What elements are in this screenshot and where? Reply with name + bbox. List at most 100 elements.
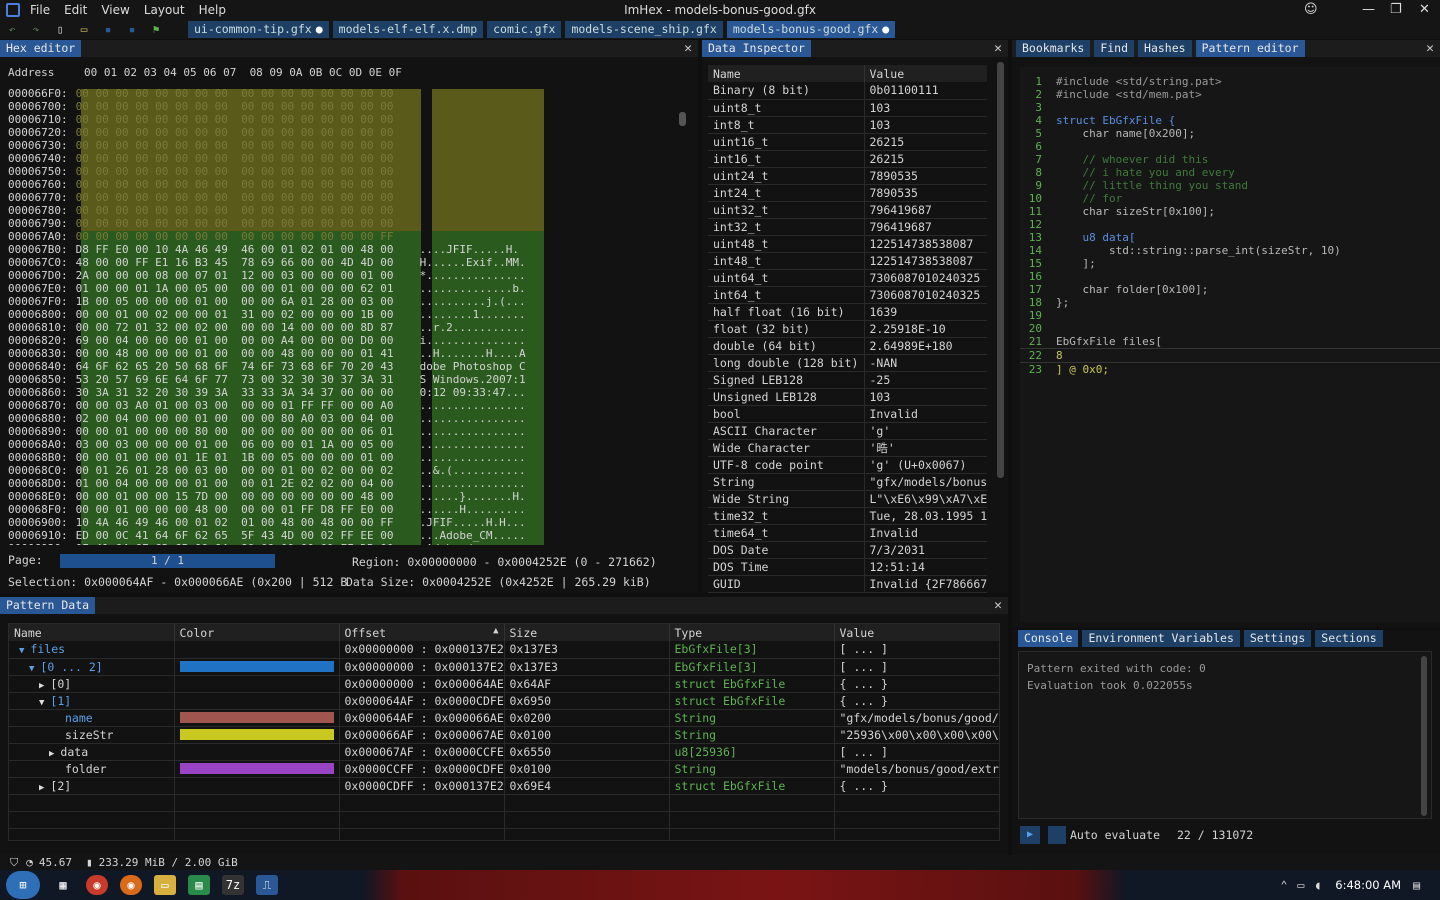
inspector-row-value[interactable]: 2.64989E+180 [864, 337, 987, 355]
bookmark-icon[interactable]: ⚑ [152, 22, 160, 36]
collapsed-arrow-icon[interactable]: ▶ [39, 680, 45, 691]
code-line[interactable]: 10 // for [1020, 192, 1440, 205]
code-line[interactable]: 21 EbGfxFile files[ [1020, 335, 1440, 348]
hex-row-ascii[interactable]: ................ [419, 451, 526, 464]
inspector-row-value[interactable]: -NAN [864, 354, 987, 372]
menu-help[interactable]: Help [198, 3, 226, 17]
code-line[interactable]: 14 std::string::parse_int(sizeStr, 10) [1020, 244, 1440, 257]
hex-row[interactable]: 00006760: 00 00 00 00 00 00 00 00 00 00 0… [8, 178, 688, 191]
inspector-row[interactable]: uint48_t 122514738538087 [708, 235, 987, 253]
close-right-panel-icon[interactable]: ✕ [1426, 41, 1434, 56]
inspector-row[interactable]: DOS Time 12:51:14 [708, 558, 987, 576]
hex-row-bytes[interactable]: D8 FF E0 00 10 4A 46 49 46 00 01 02 01 0… [75, 243, 394, 256]
hex-row[interactable]: 000068F0: 00 00 01 00 00 00 48 00 00 00 0… [8, 503, 688, 516]
hex-row[interactable]: 00006850: 53 20 57 69 6E 64 6F 77 73 00 3… [8, 373, 688, 386]
hex-row-ascii[interactable]: ................ [419, 438, 526, 451]
hex-row-bytes[interactable]: 48 00 00 FF E1 16 B3 45 78 69 66 00 00 4… [75, 256, 394, 269]
inspector-row[interactable]: time32_t Tue, 28.03.1995 1 [708, 507, 987, 525]
7zip-icon[interactable]: 7z [222, 875, 244, 895]
inspector-row[interactable]: uint32_t 796419687 [708, 201, 987, 219]
inspector-row[interactable]: Wide Character '晧' [708, 439, 987, 457]
hex-row-bytes[interactable]: 01 00 00 01 1A 00 05 00 00 00 01 00 00 0… [75, 282, 394, 295]
hex-row[interactable]: 00006790: 00 00 00 00 00 00 00 00 00 00 0… [8, 217, 688, 230]
code-line[interactable]: 7 // whoever did this [1020, 153, 1440, 166]
hex-row[interactable]: 000067B0: D8 FF E0 00 10 4A 46 49 46 00 0… [8, 243, 688, 256]
inspector-row[interactable]: Signed LEB128 -25 [708, 371, 987, 389]
hex-row-ascii[interactable]: ................ [419, 477, 526, 490]
code-line[interactable]: 4 struct EbGfxFile { [1020, 114, 1440, 127]
hex-row-bytes[interactable]: 0E 41 64 6F 62 65 00 64 80 00 00 00 01 F… [76, 542, 418, 545]
notifications-icon[interactable]: ▤ [1413, 878, 1420, 892]
tab-models-scene-ship[interactable]: models-scene_ship.gfx [565, 21, 723, 38]
hex-row-ascii[interactable]: ..&.(........... [419, 464, 526, 477]
hex-row[interactable]: 00006870: 00 00 03 A0 01 00 03 00 00 00 0… [8, 399, 688, 412]
console-scrollbar[interactable] [1421, 656, 1427, 816]
code-line[interactable]: 11 char sizeStr[0x100]; [1020, 205, 1440, 218]
hex-row-bytes[interactable]: 64 6F 62 65 20 50 68 6F 74 6F 73 68 6F 7… [75, 360, 394, 373]
code-line[interactable]: 13 u8 data[ [1020, 231, 1440, 244]
tab-settings[interactable]: Settings [1243, 630, 1312, 647]
tab-bookmarks[interactable]: Bookmarks [1016, 40, 1091, 57]
inspector-row[interactable]: int24_t 7890535 [708, 184, 987, 202]
code-line[interactable]: 15 ]; [1020, 257, 1440, 270]
hex-row-ascii[interactable]: ................ [419, 399, 526, 412]
inspector-row[interactable]: uint64_t 7306087010240325 [708, 269, 987, 287]
close-pattern-data-icon[interactable]: ✕ [994, 598, 1002, 613]
expanded-arrow-icon[interactable]: ▼ [29, 663, 35, 674]
pattern-row[interactable]: ▶ data 0x000067AF : 0x0000CCFE 0x6550 u8[259… [9, 743, 999, 761]
hex-row[interactable]: 000068D0: 01 00 04 00 00 00 01 00 00 01 2… [8, 477, 688, 490]
inspector-row[interactable]: int48_t 122514738538087 [708, 252, 987, 270]
hex-row-bytes[interactable]: 53 20 57 69 6E 64 6F 77 73 00 32 30 30 3… [75, 373, 394, 386]
hex-row[interactable]: 00006880: 02 00 04 00 00 00 01 00 00 00 8… [8, 412, 688, 425]
hex-row-bytes[interactable]: ED 00 0C 41 64 6F 62 65 5F 43 4D 00 02 F… [75, 529, 394, 542]
inspector-row[interactable]: half float (16 bit) 1639 [708, 303, 987, 321]
hex-row-bytes[interactable]: 00 00 00 00 00 00 00 00 00 00 00 00 00 0… [75, 100, 394, 113]
inspector-row-value[interactable]: 796419687 [864, 218, 987, 236]
hex-row-bytes[interactable]: 00 00 01 00 02 00 00 01 31 00 02 00 00 0… [75, 308, 394, 321]
code-line[interactable]: 17 char folder[0x100]; [1020, 283, 1440, 296]
hex-row-bytes[interactable]: 00 00 03 A0 01 00 03 00 00 00 01 FF FF 0… [75, 399, 394, 412]
hex-row-ascii[interactable]: ......H......... [419, 503, 526, 516]
hex-row-ascii[interactable]: ..........j.(... [419, 295, 526, 308]
hex-row-ascii[interactable]: *............... [419, 269, 526, 282]
hex-row-ascii[interactable]: i............... [419, 334, 526, 347]
collapsed-arrow-icon[interactable]: ▶ [49, 748, 55, 759]
inspector-row-value[interactable]: 26215 [864, 133, 987, 151]
hex-row[interactable]: 000067F0: 1B 00 05 00 00 00 01 00 00 00 6… [8, 295, 688, 308]
hex-row[interactable]: 000066F0: 00 00 00 00 00 00 00 00 00 00 0… [8, 87, 688, 100]
hex-row-ascii[interactable]: .Adobe.d........ [420, 542, 526, 545]
pattern-name-cell[interactable]: ▼ [0 ... 2] [9, 658, 175, 676]
inspector-row[interactable]: int64_t 7306087010240325 [708, 286, 987, 304]
inspector-col-value[interactable]: Value [864, 65, 987, 82]
hex-row[interactable]: 000067A0: 00 00 00 00 00 00 00 00 00 00 0… [8, 230, 688, 243]
auto-evaluate-checkbox[interactable] [1048, 826, 1066, 844]
col-value[interactable]: Value [834, 624, 999, 641]
inspector-row-value[interactable]: 796419687 [864, 201, 987, 219]
hex-row-bytes[interactable]: 00 00 00 00 00 00 00 00 00 00 00 00 00 0… [75, 165, 394, 178]
menu-edit[interactable]: Edit [64, 3, 88, 17]
hex-row-ascii[interactable]: H......Exif..MM. [419, 256, 526, 269]
tray-up-icon[interactable]: ⌃ [1280, 878, 1288, 892]
pattern-name-cell[interactable]: ▶ [2] [9, 777, 175, 795]
hex-row[interactable]: 00006810: 00 00 72 01 32 00 02 00 00 00 1… [8, 321, 688, 334]
inspector-scrollbar[interactable] [997, 62, 1004, 478]
inspector-row-value[interactable]: Invalid [864, 524, 987, 542]
smiley-icon[interactable]: ☺ [1304, 2, 1318, 17]
hex-row[interactable]: 00006740: 00 00 00 00 00 00 00 00 00 00 0… [8, 152, 688, 165]
col-name[interactable]: Name [9, 624, 175, 641]
hex-row-bytes[interactable]: 00 00 00 00 00 00 00 00 00 00 00 00 00 0… [75, 139, 394, 152]
hex-row[interactable]: 00006910: ED 00 0C 41 64 6F 62 65 5F 43 4… [8, 529, 688, 542]
inspector-row-value[interactable]: 122514738538087 [864, 252, 987, 270]
code-line[interactable]: 16 [1020, 270, 1440, 283]
code-editor[interactable]: 1 #include <std/string.pat> 2 #include <std… [1020, 67, 1440, 622]
inspector-row[interactable]: bool Invalid [708, 405, 987, 423]
hex-row[interactable]: 00006800: 00 00 01 00 02 00 00 01 31 00 0… [8, 308, 688, 321]
hex-editor-tab[interactable]: Hex editor [0, 40, 82, 57]
hex-row-ascii[interactable]: ..r.2........... [419, 321, 526, 334]
menu-file[interactable]: File [30, 3, 51, 17]
pattern-row[interactable]: ▼ [0 ... 2] 0x00000000 : 0x000137E2 0x137E3… [9, 658, 999, 676]
inspector-row-value[interactable]: 103 [864, 99, 987, 117]
imhex-taskbar-icon[interactable]: ⎍ [256, 875, 278, 895]
inspector-row-value[interactable]: "gfx/models/bonus [864, 473, 987, 491]
hex-row[interactable]: 00006710: 00 00 00 00 00 00 00 00 00 00 0… [8, 113, 688, 126]
